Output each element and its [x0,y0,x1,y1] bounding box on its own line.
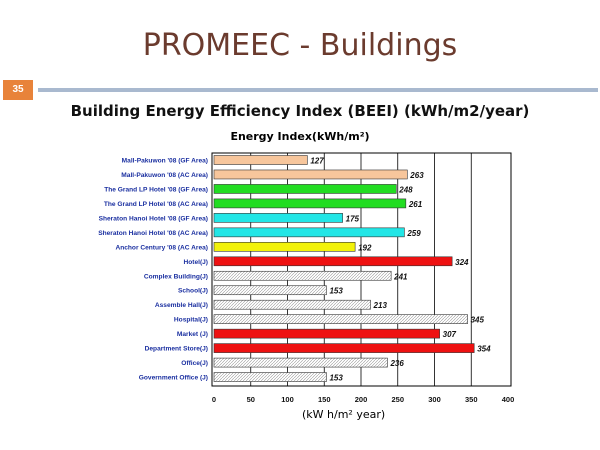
x-axis-label: (kW h/m² year) [302,408,386,421]
x-tick-label: 350 [465,395,478,404]
bar [213,227,405,238]
x-tick-label: 0 [212,395,216,404]
bar [213,169,408,180]
category-label: Mall-Pakuwon '08 (GF Area) [122,158,208,165]
category-label: The Grand LP Hotel '08 (GF Area) [104,186,208,193]
slide-title: PROMEEC - Buildings [142,28,458,63]
category-label: Complex Building(J) [144,273,208,280]
data-label: 175 [346,214,360,223]
bar [213,314,468,324]
data-label: 261 [408,200,423,209]
data-label: 192 [358,243,372,252]
bar [213,299,371,310]
chart-title: Energy Index(kWh/m²) [230,130,370,143]
bar [213,357,388,368]
category-label: Office(J) [181,360,208,367]
x-tick-label: 150 [318,395,331,404]
category-label: Department Store(J) [145,346,208,353]
x-tick-label: 200 [355,395,368,404]
bar [213,242,356,252]
category-label: School(J) [178,288,208,295]
data-label: 236 [389,359,404,368]
x-tick-label: 300 [428,395,441,404]
category-label: Hospital(J) [174,317,208,324]
x-tick-label: 100 [281,395,294,404]
bar [213,213,343,223]
x-tick-label: 250 [391,395,404,404]
data-label: 263 [409,171,424,180]
x-tick-label: 400 [502,395,515,404]
category-label: Sheraton Hanoi Hotel '08 (GF Area) [99,215,208,222]
category-label: Market (J) [177,331,208,338]
category-label: Government Office (J) [139,375,208,382]
category-label: Hotel(J) [183,259,208,266]
data-label: 307 [443,330,457,339]
category-label: The Grand LP Hotel '08 (AC Area) [104,201,208,208]
bar [213,328,440,339]
data-label: 324 [455,258,469,267]
page-number-badge: 35 [3,80,33,100]
data-label: 153 [329,287,343,296]
category-label: Mall-Pakuwon '08 (AC Area) [121,172,208,179]
bar [213,372,327,382]
bar [213,155,308,165]
bar [213,198,407,209]
bar [213,285,327,296]
data-label: 241 [393,272,408,281]
category-label: Anchor Century '08 (AC Area) [115,244,208,251]
category-label: Assemble Hall(J) [155,302,208,309]
chart-subtitle: Building Energy Efficiency Index (BEEI) … [70,102,530,120]
data-label: 127 [310,157,324,166]
data-label: 345 [471,316,485,325]
title-divider [38,88,598,92]
bar [213,270,392,281]
data-label: 354 [477,345,491,354]
bar [213,256,453,267]
data-label: 213 [373,301,388,310]
bar [213,184,397,194]
category-label: Sheraton Hanoi Hotel '08 (AC Area) [98,230,208,237]
x-tick-label: 50 [247,395,255,404]
data-label: 248 [398,185,413,194]
data-label: 153 [329,374,343,383]
bar [213,343,475,353]
data-label: 259 [406,229,421,238]
